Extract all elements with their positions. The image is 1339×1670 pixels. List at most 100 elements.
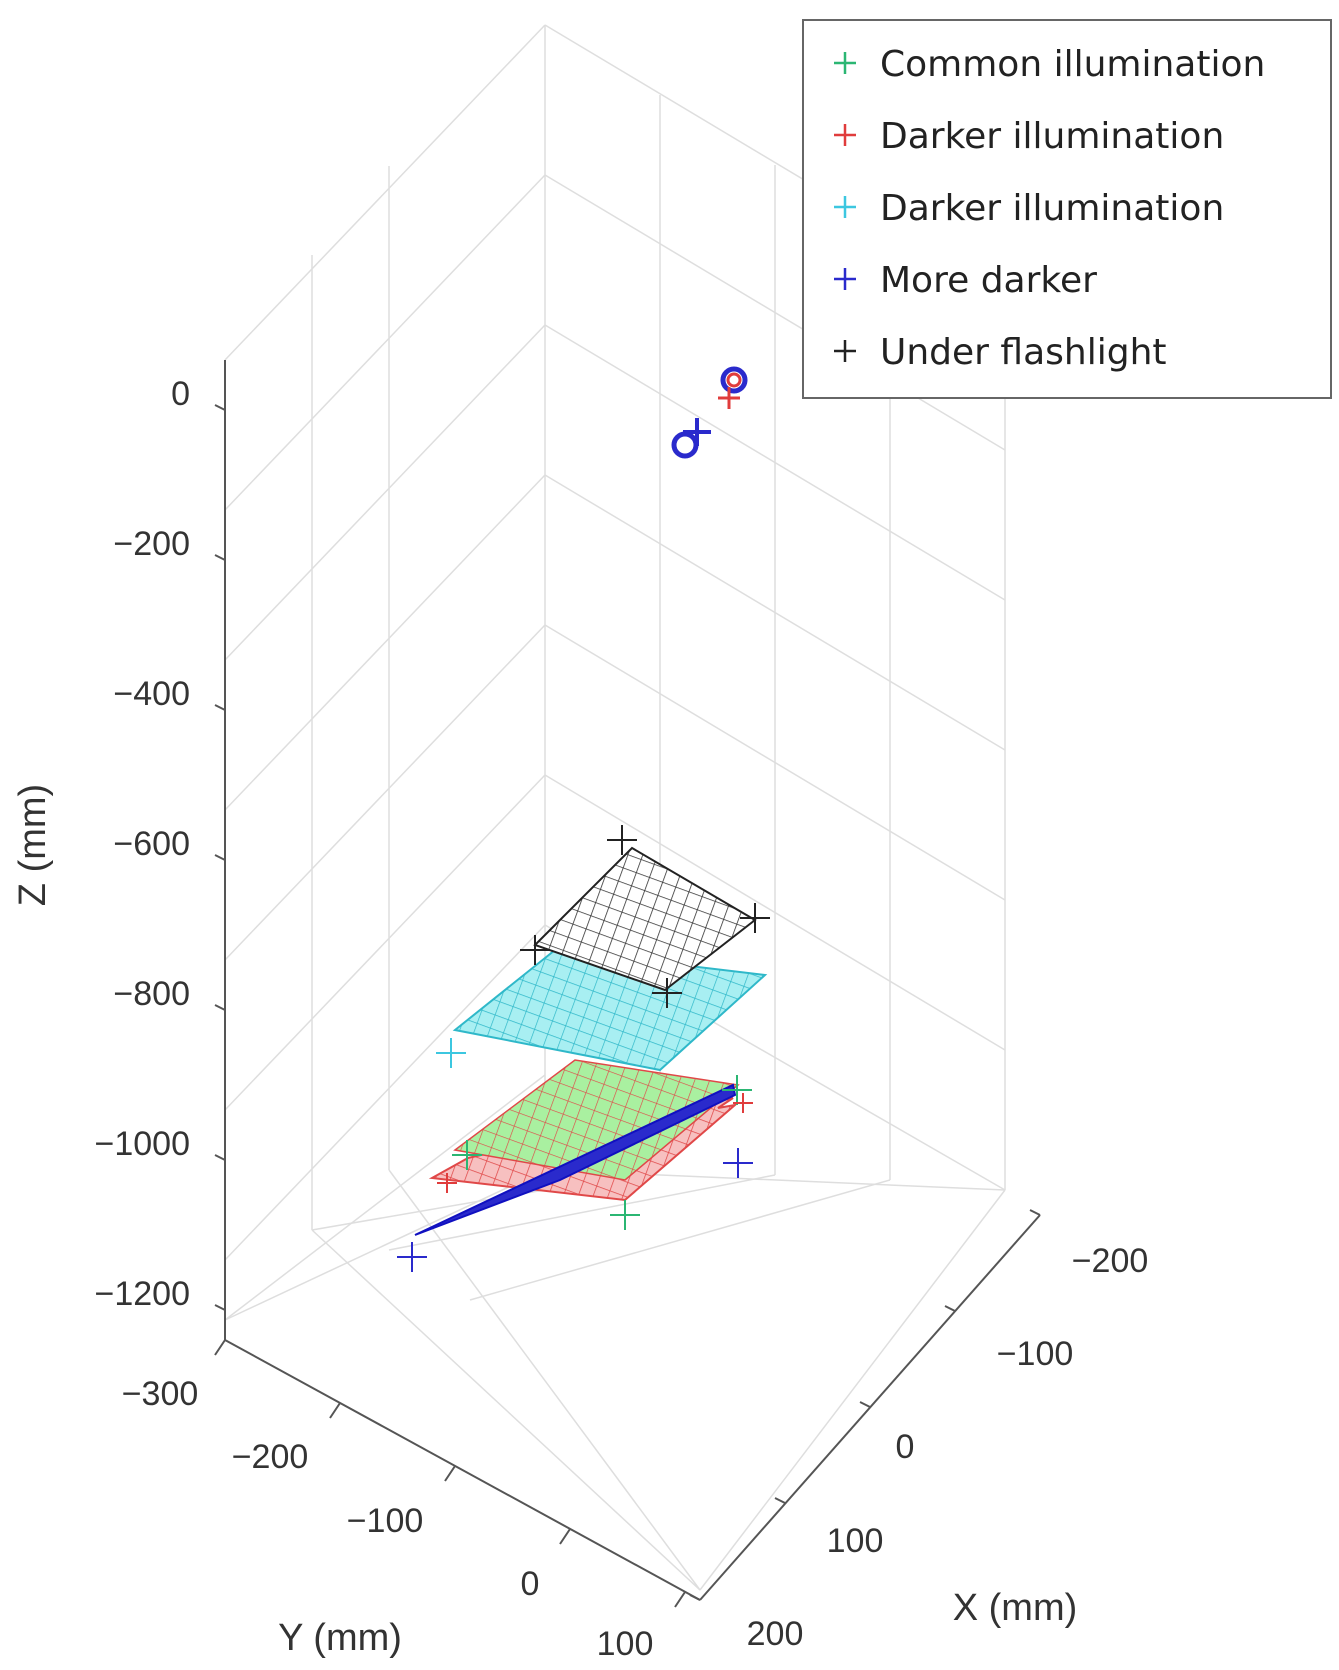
z-tick-label: −1000 (95, 1125, 191, 1163)
x-tick-mark (1029, 1209, 1041, 1216)
y-tick-label: −300 (122, 1375, 199, 1413)
y-axis-line (224, 1339, 701, 1601)
marker-black-1 (607, 825, 637, 855)
legend-item-more-darker (834, 268, 856, 290)
x-tick-mark (859, 1401, 871, 1408)
grid-line (699, 1189, 1006, 1591)
z-tick-mark (214, 1304, 226, 1311)
y-tick-label: 100 (597, 1625, 654, 1663)
plane-cyan (452, 948, 768, 1072)
x-tick-label: 100 (827, 1522, 884, 1560)
z-tick-label: 0 (171, 375, 190, 413)
legend-label-common: Common illumination (880, 44, 1265, 85)
y-tick-label: −200 (232, 1438, 309, 1476)
origin-circle-red-inner (726, 372, 742, 388)
x-tick-label: −200 (1072, 1242, 1149, 1280)
marker-red-1 (733, 1093, 753, 1113)
marker-black-3 (520, 935, 550, 965)
grid-line (224, 924, 546, 1261)
marker-green-1 (722, 1075, 752, 1105)
z-tick-mark (214, 854, 226, 861)
y-tick-mark (329, 1402, 341, 1419)
grid (224, 24, 1006, 1591)
marker-green-2 (452, 1140, 482, 1170)
z-tick-mark (214, 404, 226, 411)
x-tick-label: −100 (997, 1335, 1074, 1373)
z-tick-mark (214, 704, 226, 711)
z-tick-mark (214, 554, 226, 561)
legend: Common illumination Darker illumination … (802, 19, 1332, 399)
plane-blue (414, 1083, 737, 1236)
grid-line (224, 324, 546, 661)
grid-line (544, 774, 1006, 1051)
grid-line (224, 774, 546, 1111)
legend-item-flashlight (834, 340, 856, 362)
legend-label-darker-red: Darker illumination (880, 116, 1224, 157)
x-tick-mark (774, 1497, 786, 1504)
z-tick-label: −800 (113, 975, 190, 1013)
y-tick-label: 0 (521, 1565, 540, 1603)
legend-label-more-darker: More darker (880, 260, 1097, 301)
marker-green-3 (610, 1200, 640, 1230)
x-axis-line (699, 1214, 1041, 1601)
x-tick-labels: −200 −100 0 100 200 (747, 1242, 1149, 1653)
x-tick-mark (944, 1305, 956, 1312)
marker-blue-1 (723, 1148, 753, 1178)
origin-plus-blue (683, 418, 711, 446)
x-tick-mark (689, 1594, 701, 1601)
y-tick-mark (559, 1528, 571, 1545)
x-axis-label: X (mm) (953, 1587, 1078, 1629)
z-ticks (214, 404, 226, 1311)
y-tick-mark (214, 1339, 226, 1356)
grid-line (388, 1169, 701, 1591)
z-tick-mark (214, 1004, 226, 1011)
y-tick-labels: −300 −200 −100 0 100 (122, 1375, 654, 1663)
grid-line (311, 1229, 701, 1591)
legend-item-darker-cyan (834, 196, 856, 218)
z-tick-label: −1200 (95, 1275, 191, 1313)
origin-markers (671, 366, 748, 459)
legend-label-flashlight: Under flashlight (880, 332, 1167, 373)
origin-circle-red (720, 366, 748, 394)
grid-line (544, 624, 1006, 901)
marker-black-2 (740, 903, 770, 933)
legend-item-common (834, 52, 856, 74)
grid-line (544, 324, 1006, 601)
corner-markers (397, 825, 770, 1272)
z-tick-labels: 0 −200 −400 −600 −800 −1000 −1200 (95, 375, 191, 1313)
z-tick-label: −400 (113, 675, 190, 713)
grid-line (388, 1174, 776, 1251)
marker-red-2 (437, 1173, 457, 1193)
grid-line (224, 474, 546, 811)
z-tick-label: −600 (113, 825, 190, 863)
grid-line (224, 1169, 546, 1321)
y-tick-label: −100 (347, 1502, 424, 1540)
grid-line (224, 174, 546, 511)
z-tick-mark (214, 1154, 226, 1161)
planes (414, 846, 768, 1236)
y-axis-label: Y (mm) (278, 1617, 402, 1659)
grid-line (224, 1074, 546, 1321)
y-tick-mark (674, 1591, 686, 1608)
x-tick-label: 200 (747, 1615, 804, 1653)
legend-label-darker-cyan: Darker illumination (880, 188, 1224, 229)
grid-line (224, 24, 546, 361)
axes (224, 360, 1041, 1601)
x-tick-label: 0 (896, 1428, 915, 1466)
grid-line (469, 1179, 891, 1301)
legend-box (802, 19, 1332, 399)
origin-plus-red (718, 387, 740, 409)
origin-circle-blue (671, 431, 699, 459)
z-tick-label: −200 (113, 525, 190, 563)
y-tick-mark (444, 1465, 456, 1482)
y-ticks (214, 1339, 686, 1608)
grid-line (544, 174, 1006, 451)
marker-cyan-1 (436, 1038, 466, 1068)
marker-blue-2 (397, 1242, 427, 1272)
grid-line (544, 474, 1006, 751)
grid-line (224, 624, 546, 961)
x-ticks (689, 1209, 1041, 1601)
z-axis-label: Z (mm) (12, 784, 54, 906)
marker-black-4 (652, 978, 682, 1008)
